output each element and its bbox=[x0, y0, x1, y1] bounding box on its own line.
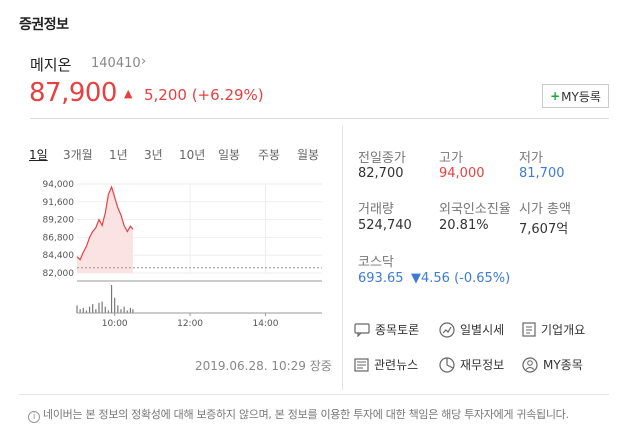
price-line bbox=[76, 185, 134, 261]
stat-value-market-cap: 7,607억 bbox=[519, 222, 569, 237]
trend-icon bbox=[439, 321, 455, 338]
y-tick-label: 91,600 bbox=[43, 198, 75, 208]
my-register-label: MY등록 bbox=[561, 89, 601, 104]
link-financials[interactable]: 재무정보 bbox=[439, 356, 504, 373]
link-company-overview[interactable]: 기업개요 bbox=[522, 321, 585, 338]
chat-icon bbox=[354, 322, 370, 337]
link-daily-price[interactable]: 일별시세 bbox=[439, 321, 504, 338]
x-tick-label: 12:00 bbox=[177, 319, 203, 329]
person-icon bbox=[522, 356, 538, 373]
link-label: 관련뉴스 bbox=[374, 358, 419, 372]
tab-3m[interactable]: 3개월 bbox=[63, 148, 93, 162]
stat-label-prev-close: 전일종가 bbox=[358, 151, 406, 166]
link-label: 재무정보 bbox=[460, 358, 505, 372]
stat-value-low: 81,700 bbox=[519, 166, 565, 181]
price-change: 5,200 (+6.29%) bbox=[144, 86, 264, 104]
tab-1d[interactable]: 1일 bbox=[29, 148, 48, 162]
y-tick-label: 82,000 bbox=[43, 269, 75, 279]
link-label: MY종목 bbox=[543, 358, 583, 372]
stock-name[interactable]: 메지온 bbox=[30, 56, 72, 74]
stat-value-prev-close: 82,700 bbox=[358, 166, 404, 181]
link-label: 종목토론 bbox=[375, 323, 420, 337]
volume-bars bbox=[76, 285, 134, 313]
stat-value-volume: 524,740 bbox=[358, 218, 412, 233]
link-label: 일별시세 bbox=[460, 323, 505, 337]
link-label: 기업개요 bbox=[541, 323, 586, 337]
link-related-news[interactable]: 관련뉴스 bbox=[354, 356, 418, 373]
news-icon bbox=[354, 357, 369, 372]
tab-10y[interactable]: 10년 bbox=[179, 148, 206, 162]
link-discussion[interactable]: 종목토론 bbox=[354, 321, 419, 338]
tab-3y[interactable]: 3년 bbox=[144, 148, 163, 162]
tab-monthly[interactable]: 월봉 bbox=[297, 148, 320, 162]
stat-value-high: 94,000 bbox=[439, 166, 485, 181]
divider bbox=[30, 118, 609, 119]
my-register-button[interactable]: + MY등록 bbox=[542, 84, 609, 108]
stat-label-market-cap: 시가 총액 bbox=[519, 202, 571, 217]
current-price: 87,900 bbox=[29, 78, 117, 108]
link-my-stocks[interactable]: MY종목 bbox=[522, 356, 583, 373]
x-tick-label: 14:00 bbox=[252, 319, 278, 329]
intraday-chart[interactable]: 94,000 91,600 89,200 86,800 84,400 82,000 10:… bbox=[0, 170, 330, 335]
vertical-divider bbox=[342, 126, 343, 390]
tab-weekly[interactable]: 주봉 bbox=[258, 148, 281, 162]
x-tick-label: 10:00 bbox=[102, 319, 128, 329]
market-change: ▼4.56 (-0.65%) bbox=[411, 271, 511, 286]
market-value: 693.65 bbox=[358, 271, 404, 286]
market-name: 코스닥 bbox=[358, 255, 394, 270]
y-tick-label: 84,400 bbox=[43, 251, 75, 261]
document-icon bbox=[522, 322, 536, 337]
y-tick-label: 94,000 bbox=[43, 180, 75, 190]
price-area bbox=[77, 187, 133, 273]
stat-label-foreign-ratio: 외국인소진율 bbox=[439, 202, 511, 217]
section-title: 증권정보 bbox=[19, 17, 69, 33]
up-arrow-icon: ▲ bbox=[124, 87, 133, 100]
y-tick-label: 86,800 bbox=[43, 233, 75, 243]
disclaimer-text: 네이버는 본 정보의 정확성에 대해 보증하지 않으며, 본 정보를 이용한 투… bbox=[43, 408, 569, 421]
stat-label-low: 저가 bbox=[519, 151, 543, 166]
y-axis-ticks: 94,000 91,600 89,200 86,800 84,400 82,000 bbox=[43, 180, 75, 279]
disclaimer: i 네이버는 본 정보의 정확성에 대해 보증하지 않으며, 본 정보를 이용한 … bbox=[28, 406, 569, 423]
stat-label-high: 고가 bbox=[439, 151, 463, 166]
plus-icon: + bbox=[550, 89, 561, 103]
tab-1y[interactable]: 1년 bbox=[109, 148, 128, 162]
chevron-right-icon[interactable]: › bbox=[141, 54, 147, 69]
info-icon: i bbox=[28, 411, 40, 423]
stock-code[interactable]: 140410 bbox=[91, 56, 141, 71]
chart-timestamp: 2019.06.28. 10:29 장중 bbox=[195, 359, 332, 373]
footer-divider bbox=[19, 394, 609, 395]
y-tick-label: 89,200 bbox=[43, 216, 75, 226]
stat-label-volume: 거래량 bbox=[358, 202, 394, 217]
x-axis-ticks: 10:00 12:00 14:00 bbox=[102, 313, 279, 329]
stat-value-foreign-ratio: 20.81% bbox=[439, 218, 489, 233]
tab-daily[interactable]: 일봉 bbox=[218, 148, 241, 162]
pie-icon bbox=[439, 356, 455, 373]
